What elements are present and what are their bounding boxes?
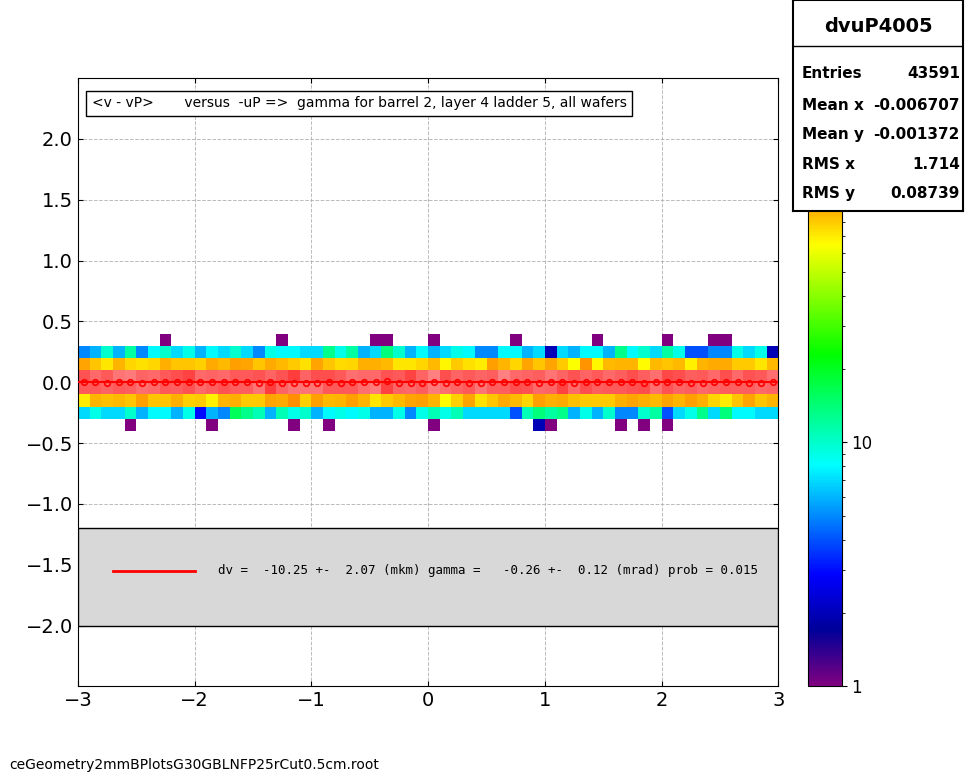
Text: Mean y: Mean y (802, 127, 863, 142)
Text: 0.08739: 0.08739 (890, 186, 959, 201)
Text: 43591: 43591 (907, 66, 959, 81)
Text: RMS x: RMS x (802, 157, 854, 172)
Text: Entries: Entries (802, 66, 862, 81)
Text: 1.714: 1.714 (912, 157, 959, 172)
Text: Mean x: Mean x (802, 98, 863, 113)
Text: -0.001372: -0.001372 (874, 127, 959, 142)
Text: RMS y: RMS y (802, 186, 854, 201)
Text: <v - vP>       versus  -uP =>  gamma for barrel 2, layer 4 ladder 5, all wafers: <v - vP> versus -uP => gamma for barrel … (91, 96, 627, 110)
Bar (78, 528, 778, 626)
Text: ceGeometry2mmBPlotsG30GBLNFP25rCut0.5cm.root: ceGeometry2mmBPlotsG30GBLNFP25rCut0.5cm.… (10, 758, 379, 772)
Text: -0.006707: -0.006707 (874, 98, 959, 113)
Text: dv =  -10.25 +-  2.07 (mkm) gamma =   -0.26 +-  0.12 (mrad) prob = 0.015: dv = -10.25 +- 2.07 (mkm) gamma = -0.26 … (218, 564, 758, 577)
Text: dvuP4005: dvuP4005 (824, 17, 932, 36)
